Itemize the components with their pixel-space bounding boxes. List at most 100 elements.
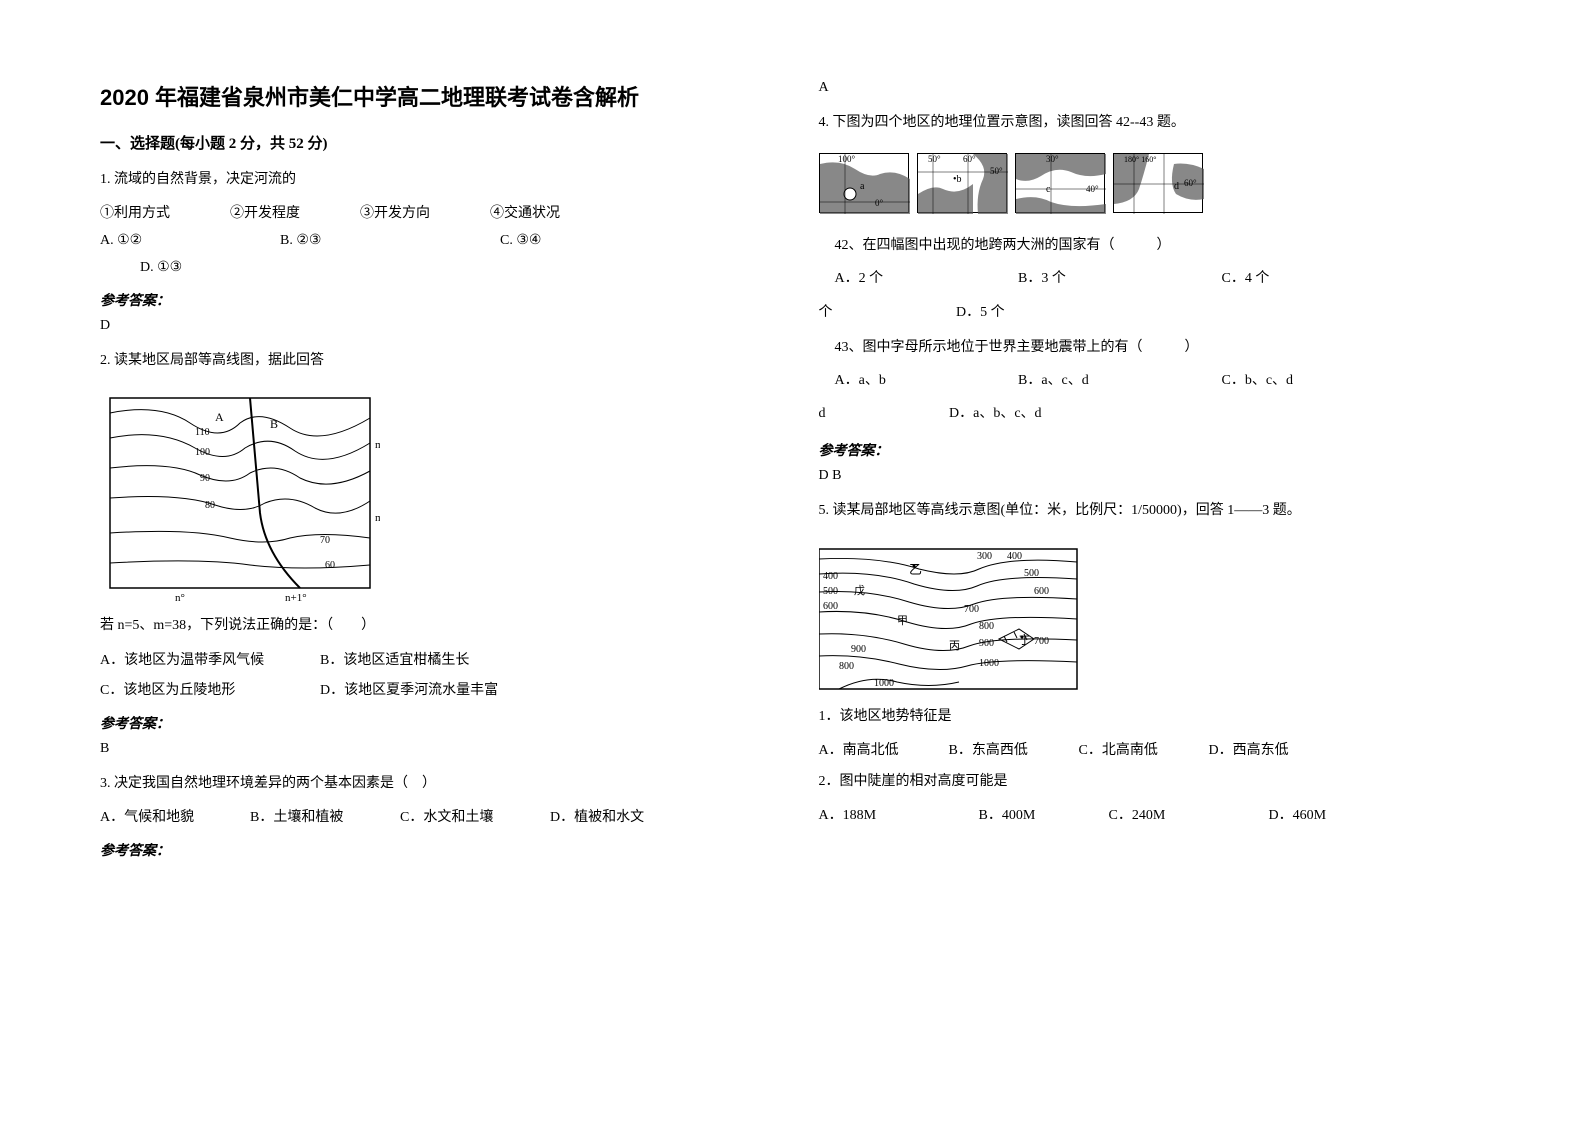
q2-opts-row1: A．该地区为温带季风气候 B．该地区适宜柑橘生长 xyxy=(100,649,769,669)
q1-opt-d: D. ①③ xyxy=(140,259,769,276)
q4-42-c: C．4 个 xyxy=(1222,271,1270,286)
q4-42-c-tail: 个 xyxy=(819,305,833,320)
q5-stem: 5. 读某局部地区等高线示意图(单位：米，比例尺：1/50000)，回答 1——… xyxy=(819,498,1488,523)
svg-text:700: 700 xyxy=(964,604,979,615)
q2-answer: B xyxy=(100,741,769,757)
svg-text:80: 80 xyxy=(205,500,215,511)
svg-text:800: 800 xyxy=(979,621,994,632)
q5-figure: 300 400 500 600 700 800 900 1000 400 500… xyxy=(819,544,1488,694)
q4-sub43-opts: A．a、b B．a、c、d C．b、c、d xyxy=(835,368,1488,393)
q1-item-4: ④交通状况 xyxy=(490,202,560,222)
q1-opt-a: A. ①② xyxy=(100,232,280,249)
q1-opt-c: C. ③④ xyxy=(500,232,541,249)
svg-text:m+1°: m+1° xyxy=(375,439,380,451)
q2-opt-a: A．该地区为温带季风气候 xyxy=(100,649,320,669)
q4-sub42-opts: A．2 个 B．3 个 C．4 个 xyxy=(835,266,1488,291)
q2-figure: A B 110 100 90 80 70 60 m+1° m° n° n+1° xyxy=(100,393,769,603)
q4-43-a: A．a、b xyxy=(835,368,1015,393)
map-b: •b 50° 60° 50° xyxy=(917,153,1007,213)
svg-text:50°: 50° xyxy=(928,154,941,164)
q5-2-c: C．240M xyxy=(1109,804,1269,824)
q4-answer-label: 参考答案： xyxy=(819,440,1488,460)
svg-text:300: 300 xyxy=(977,551,992,562)
svg-text:n+1°: n+1° xyxy=(285,592,307,603)
svg-text:c: c xyxy=(1046,184,1051,195)
q4-42-a: A．2 个 xyxy=(835,266,1015,291)
svg-text:50°: 50° xyxy=(990,166,1003,176)
svg-text:B: B xyxy=(270,417,278,431)
svg-text:•b: •b xyxy=(953,174,962,185)
svg-text:m°: m° xyxy=(375,512,380,524)
svg-text:500: 500 xyxy=(1024,568,1039,579)
svg-text:180° 160°: 180° 160° xyxy=(1124,155,1156,164)
q3-opts: A．气候和地貌 B．土壤和植被 C．水文和土壤 D．植被和水文 xyxy=(100,806,769,826)
svg-text:600: 600 xyxy=(1034,586,1049,597)
q2-answer-label: 参考答案： xyxy=(100,713,769,733)
q2-opts-row2: C．该地区为丘陵地形 D．该地区夏季河流水量丰富 xyxy=(100,679,769,699)
q5-2-b: B．400M xyxy=(979,804,1109,824)
q3-answer-label: 参考答案： xyxy=(100,840,769,860)
q3-stem: 3. 决定我国自然地理环境差异的两个基本因素是（ ） xyxy=(100,771,769,796)
q3-opt-c: C．水文和土壤 xyxy=(400,806,550,826)
q5-2-a: A．188M xyxy=(819,804,979,824)
svg-text:30°: 30° xyxy=(1046,154,1059,164)
svg-text:1000: 1000 xyxy=(979,658,999,669)
svg-text:110: 110 xyxy=(195,427,210,438)
q4-answer: D B xyxy=(819,468,1488,484)
q1-item-3: ③开发方向 xyxy=(360,202,430,222)
q4-sub42-stem: 42、在四幅图中出现的地跨两大洲的国家有（ ） xyxy=(835,233,1488,258)
svg-text:丙: 丙 xyxy=(949,640,960,652)
left-column: 2020 年福建省泉州市美仁中学高二地理联考试卷含解析 一、选择题(每小题 2 … xyxy=(100,80,769,1082)
right-column: A 4. 下图为四个地区的地理位置示意图，读图回答 42--43 题。 a 10… xyxy=(819,80,1488,1082)
q4-43-c-tail: d xyxy=(819,406,826,421)
q1-items: ①利用方式 ②开发程度 ③开发方向 ④交通状况 xyxy=(100,202,769,222)
q5-1-a: A．南高北低 xyxy=(819,739,949,759)
svg-text:900: 900 xyxy=(851,644,866,655)
section-header: 一、选择题(每小题 2 分，共 52 分) xyxy=(100,132,769,153)
q5-2-d: D．460M xyxy=(1269,804,1327,824)
page-title: 2020 年福建省泉州市美仁中学高二地理联考试卷含解析 xyxy=(100,80,769,112)
q4-42-extra: 个 D．5 个 xyxy=(819,300,1488,325)
q2-opt-d: D．该地区夏季河流水量丰富 xyxy=(320,679,498,699)
svg-text:100: 100 xyxy=(195,447,210,458)
q5-sub2-opts: A．188M B．400M C．240M D．460M xyxy=(819,804,1488,824)
svg-text:a: a xyxy=(860,181,865,192)
q1-opt-b: B. ②③ xyxy=(280,232,500,249)
q5-sub1-opts: A．南高北低 B．东高西低 C．北高南低 D．西高东低 xyxy=(819,739,1488,759)
map-c: c 30° 40° xyxy=(1015,153,1105,213)
q2-opt-c: C．该地区为丘陵地形 xyxy=(100,679,320,699)
q5-1-c: C．北高南低 xyxy=(1079,739,1209,759)
svg-text:甲: 甲 xyxy=(897,615,908,627)
svg-text:900: 900 xyxy=(979,638,994,649)
svg-text:100°: 100° xyxy=(838,154,856,164)
q4-sub43-stem: 43、图中字母所示地位于世界主要地震带上的有（ ） xyxy=(835,335,1488,360)
q5-1-b: B．东高西低 xyxy=(949,739,1079,759)
q5-1-d: D．西高东低 xyxy=(1209,739,1289,759)
svg-text:n°: n° xyxy=(175,592,185,603)
svg-text:400: 400 xyxy=(823,571,838,582)
q3-opt-a: A．气候和地貌 xyxy=(100,806,250,826)
svg-text:A: A xyxy=(215,410,224,424)
svg-text:700: 700 xyxy=(1034,636,1049,647)
q4-maps: a 100° 0° •b 50° 60° 50° xyxy=(819,153,1488,213)
q4-42-b: B．3 个 xyxy=(1018,266,1218,291)
q5-sub2-stem: 2．图中陡崖的相对高度可能是 xyxy=(819,769,1488,794)
q4-stem: 4. 下图为四个地区的地理位置示意图，读图回答 42--43 题。 xyxy=(819,110,1488,135)
q3-answer: A xyxy=(819,80,1488,96)
svg-text:1000: 1000 xyxy=(874,678,894,689)
svg-text:800: 800 xyxy=(839,661,854,672)
svg-text:500: 500 xyxy=(823,586,838,597)
q4-43-d: D．a、b、c、d xyxy=(949,406,1042,421)
q4-43-extra: d D．a、b、c、d xyxy=(819,401,1488,426)
map-d: d 180° 160° 60° xyxy=(1113,153,1203,213)
q4-42-d: D．5 个 xyxy=(956,305,1005,320)
map-a: a 100° 0° xyxy=(819,153,909,213)
svg-text:60°: 60° xyxy=(963,154,976,164)
svg-text:乙: 乙 xyxy=(909,562,922,577)
svg-text:d: d xyxy=(1174,181,1179,192)
svg-text:60°: 60° xyxy=(1184,178,1197,188)
q2-opt-b: B．该地区适宜柑橘生长 xyxy=(320,649,469,669)
q3-opt-d: D．植被和水文 xyxy=(550,806,644,826)
q1-item-2: ②开发程度 xyxy=(230,202,300,222)
q4-43-b: B．a、c、d xyxy=(1018,368,1218,393)
